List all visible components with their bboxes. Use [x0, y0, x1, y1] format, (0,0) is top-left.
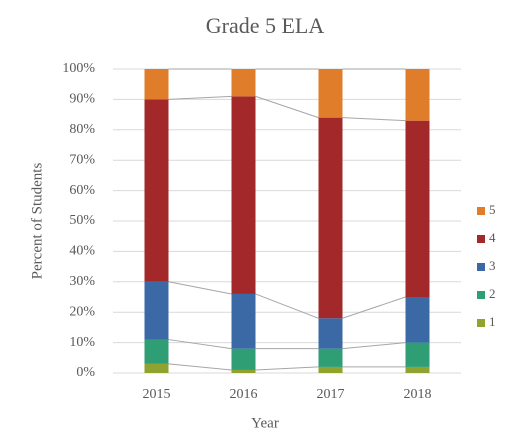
series-connector: [168, 281, 232, 295]
bar-segment: [144, 339, 169, 364]
bar-segment: [144, 363, 169, 373]
bar-segment: [231, 69, 256, 97]
y-tick-label: 40%: [69, 244, 95, 259]
y-axis-label: Percent of Students: [29, 163, 45, 280]
x-axis-label: Year: [251, 415, 279, 431]
y-tick-label: 100%: [62, 61, 95, 76]
y-tick-label: 80%: [69, 122, 95, 137]
y-tick-label: 90%: [69, 92, 95, 107]
y-tick-label: 30%: [69, 274, 95, 289]
bar-segment: [231, 348, 256, 370]
bar-segment: [144, 281, 169, 340]
y-tick-label: 0%: [76, 365, 95, 380]
legend-swatch: [477, 235, 485, 243]
bar-segment: [318, 348, 343, 367]
legend-label: 2: [489, 286, 496, 301]
legend-label: 1: [489, 314, 496, 329]
legend-label: 3: [489, 258, 496, 273]
legend-label: 5: [489, 202, 496, 217]
legend-swatch: [477, 319, 485, 327]
bar-segment: [318, 318, 343, 349]
bar-segment: [318, 69, 343, 118]
bar-segment: [405, 366, 430, 373]
legend-swatch: [477, 291, 485, 299]
series-connector: [255, 366, 319, 371]
series-connector: [255, 293, 319, 319]
bar-segment: [405, 120, 430, 298]
x-tick-label: 2017: [317, 387, 345, 402]
series-connector: [342, 296, 406, 319]
legend-swatch: [477, 207, 485, 215]
series-connector: [255, 95, 319, 119]
chart-title: Grade 5 ELA: [206, 13, 325, 38]
bar-segment: [231, 293, 256, 349]
y-tick-label: 20%: [69, 304, 95, 319]
bar-segment: [231, 96, 256, 294]
series-connector: [342, 342, 406, 350]
y-tick-label: 50%: [69, 213, 95, 228]
series-connector: [168, 339, 232, 350]
series-connector: [168, 363, 232, 371]
y-tick-label: 70%: [69, 152, 95, 167]
bar-segment: [318, 366, 343, 373]
x-tick-label: 2015: [143, 387, 171, 402]
bar-segment: [231, 369, 256, 373]
legend-label: 4: [489, 230, 496, 245]
x-tick-label: 2016: [230, 387, 258, 402]
bar-segment: [144, 99, 169, 282]
y-tick-label: 10%: [69, 335, 95, 350]
bar-segment: [405, 297, 430, 343]
series-connector: [342, 117, 406, 122]
bar-segment: [144, 69, 169, 100]
bar-segment: [318, 117, 343, 319]
y-tick-label: 60%: [69, 183, 95, 198]
bar-segment: [405, 342, 430, 367]
series-connector: [168, 95, 232, 100]
x-tick-label: 2018: [404, 387, 432, 402]
legend-swatch: [477, 263, 485, 271]
bar-segment: [405, 69, 430, 121]
